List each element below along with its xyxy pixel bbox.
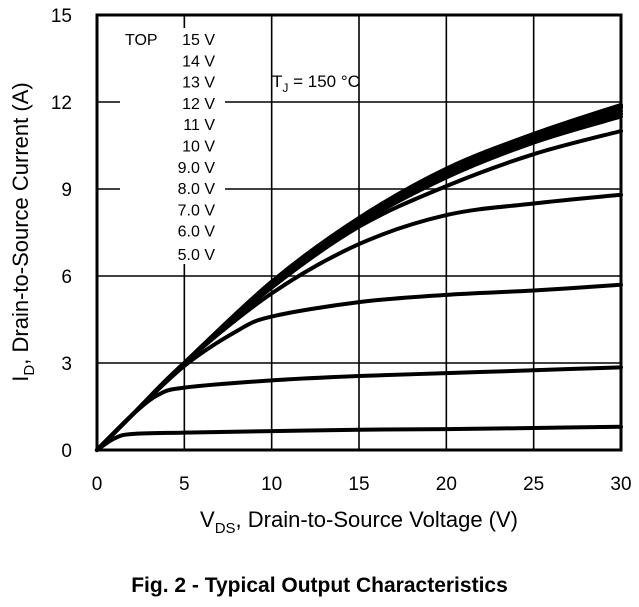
tick-labels: 0 5 10 15 20 25 30 0 3 6 9 12 15 <box>51 6 632 495</box>
x-tick-label: 0 <box>92 474 103 495</box>
legend: TOP 15 V 14 V 13 V 12 V 11 V 10 V 9.0 V 8.0 V 7.0… <box>120 28 225 264</box>
figure-caption: Fig. 2 - Typical Output Characteristics <box>131 574 508 597</box>
legend-entry: 6.0 V <box>178 224 216 241</box>
legend-entry: 15 V <box>182 32 215 49</box>
curve-7-0-v <box>95 282 623 452</box>
x-tick-label: 20 <box>436 474 457 495</box>
legend-background <box>120 28 225 264</box>
annotation-tj: TJ = 150 °C <box>272 72 360 95</box>
x-tick-label: 30 <box>610 474 631 495</box>
legend-entry: 5.0 V <box>178 247 216 264</box>
legend-title: TOP <box>125 32 158 49</box>
y-tick-label: 12 <box>51 93 72 114</box>
y-tick-label: 9 <box>61 180 72 201</box>
curves <box>95 102 623 452</box>
legend-entry: 13 V <box>182 75 215 92</box>
y-tick-label: 3 <box>61 354 72 375</box>
curve-6-0-v <box>95 365 623 452</box>
y-tick-label: 6 <box>61 267 72 288</box>
x-tick-label: 10 <box>261 474 282 495</box>
legend-entry: 7.0 V <box>178 202 216 219</box>
y-tick-label: 0 <box>61 441 72 462</box>
legend-entry: 8.0 V <box>178 181 216 198</box>
legend-entry: 12 V <box>182 96 215 113</box>
x-tick-label: 25 <box>523 474 544 495</box>
legend-entry: 9.0 V <box>178 160 216 177</box>
curve-5-0-v <box>95 424 623 452</box>
x-axis-label: VDS, Drain-to-Source Voltage (V) <box>200 507 518 537</box>
y-tick-label: 15 <box>51 6 72 27</box>
x-tick-label: 5 <box>179 474 190 495</box>
plot-frame <box>95 13 623 452</box>
legend-entry: 14 V <box>182 53 215 70</box>
y-axis-label: ID, Drain-to-Source Current (A) <box>8 82 38 381</box>
legend-entry: 11 V <box>183 117 215 134</box>
legend-entry: 10 V <box>182 139 215 156</box>
x-tick-label: 15 <box>348 474 369 495</box>
